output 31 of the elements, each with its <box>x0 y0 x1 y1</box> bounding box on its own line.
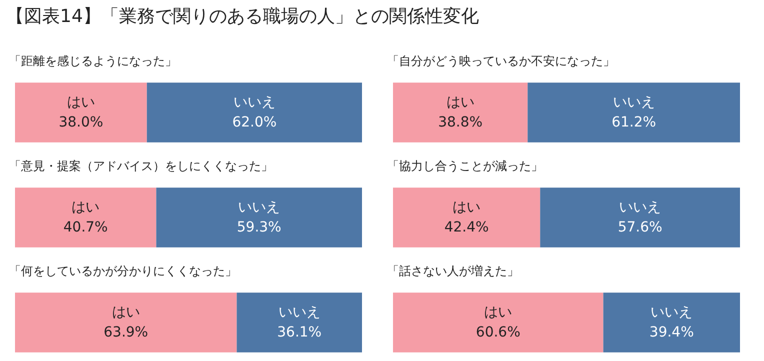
series-label: はい <box>72 200 100 216</box>
series-label: はい <box>452 200 481 216</box>
series-label: いいえ <box>619 200 662 216</box>
data-label: 39.4% <box>649 324 694 340</box>
data-label: 42.4% <box>444 220 489 236</box>
series-label: はい <box>66 94 95 110</box>
data-label: 40.7% <box>63 220 108 236</box>
series-label: いいえ <box>233 94 276 110</box>
chart-title: 「何をしているかが分かりにくくなった」 <box>9 264 237 278</box>
series-label: はい <box>112 304 140 320</box>
data-label: 62.0% <box>232 114 277 130</box>
data-label: 61.2% <box>612 114 656 130</box>
data-label: 38.8% <box>438 114 483 130</box>
chart-title: 「自分がどう映っているか不安になった」 <box>387 54 615 68</box>
chart-title: 「意見・提案（アドバイス）をしにくくなった」 <box>9 159 273 173</box>
chart-title: 「距離を感じるようになった」 <box>9 54 177 68</box>
series-label: はい <box>446 94 474 110</box>
chart-title: 「協力し合うことが減った」 <box>387 159 543 173</box>
data-label: 59.3% <box>236 220 282 236</box>
data-label: 63.9% <box>104 324 148 340</box>
series-label: いいえ <box>278 304 320 320</box>
series-label: いいえ <box>238 200 280 216</box>
data-label: 60.6% <box>476 324 520 340</box>
data-label: 36.1% <box>277 324 322 340</box>
chart-title: 「話さない人が増えた」 <box>387 264 519 278</box>
series-label: はい <box>484 304 512 320</box>
text: 【図表14】「業務で関りのある職場の人」との関係性変化 <box>6 5 479 28</box>
series-label: いいえ <box>612 94 655 110</box>
data-label: 38.0% <box>58 114 104 130</box>
data-label: 57.6% <box>618 220 662 236</box>
series-label: いいえ <box>650 304 693 320</box>
